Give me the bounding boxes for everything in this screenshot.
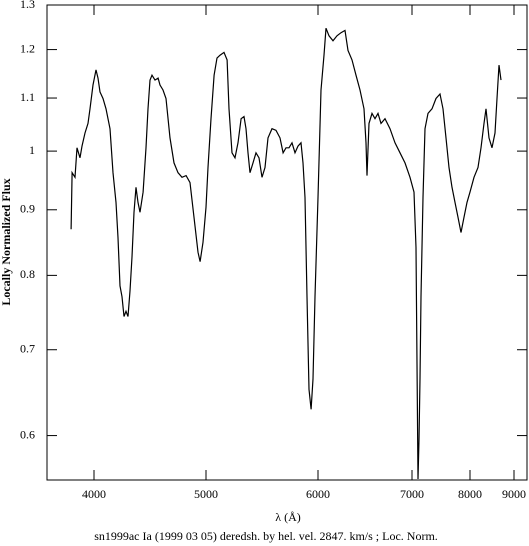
x-tick-label: 7000 [400, 487, 424, 501]
y-tick-label: 1.2 [20, 41, 35, 55]
y-tick-label: 1.1 [20, 90, 35, 104]
plot-frame [46, 4, 528, 481]
y-tick-label: 1 [29, 143, 35, 157]
y-tick-label: 0.8 [20, 267, 35, 281]
x-tick-label: 9000 [502, 487, 526, 501]
y-tick-label: 0.7 [20, 341, 35, 355]
footer: sn1999ac Ia (1999 03 05) deredsh. by hel… [94, 529, 438, 543]
x-tick-label: 6000 [306, 487, 330, 501]
x-tick-label: 8000 [458, 487, 482, 501]
x-tick-label: 4000 [82, 487, 106, 501]
y-tick-label: 0.6 [20, 427, 35, 441]
x-tick-label: 5000 [194, 487, 218, 501]
y-tick-label: 1.3 [20, 0, 35, 11]
y-axis-label: Locally Normalized Flux [0, 178, 13, 305]
y-tick-label: 0.9 [20, 202, 35, 216]
x-axis-label: λ (Å) [275, 510, 300, 524]
spectrum-line [70, 27, 502, 480]
